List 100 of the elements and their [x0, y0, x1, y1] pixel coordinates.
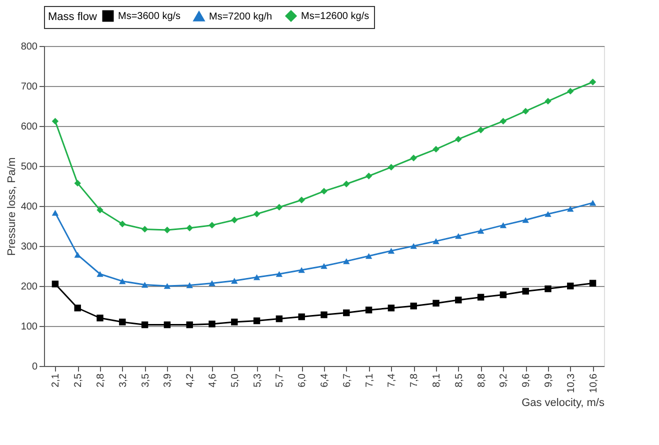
- point: [231, 278, 238, 284]
- point: [231, 318, 238, 326]
- x-tick-label: 5,7: [274, 373, 286, 388]
- point: [455, 233, 462, 239]
- point: [522, 288, 529, 295]
- point: [208, 222, 216, 229]
- point: [186, 224, 193, 232]
- point: [388, 164, 395, 171]
- point: [164, 321, 171, 328]
- point: [477, 294, 484, 301]
- point: [52, 118, 59, 125]
- point: [276, 204, 283, 211]
- point: [74, 180, 81, 187]
- point: [343, 258, 350, 264]
- y-tick-label: 700: [20, 82, 38, 92]
- point: [231, 216, 238, 224]
- x-tick-label: 7,4: [386, 373, 398, 388]
- y-tick-label: 800: [20, 42, 38, 52]
- point: [208, 280, 216, 286]
- point: [500, 291, 507, 298]
- point: [477, 126, 484, 134]
- y-tick-label: 0: [32, 362, 38, 372]
- point: [253, 317, 260, 324]
- x-tick-label: 9,9: [544, 373, 554, 388]
- point: [119, 278, 126, 284]
- point: [164, 283, 171, 289]
- x-tick-label: 7,1: [364, 373, 376, 388]
- point: [186, 321, 193, 328]
- point: [298, 267, 305, 273]
- point: [410, 243, 417, 249]
- point: [544, 211, 552, 217]
- x-tick-label: 3,2: [118, 373, 129, 388]
- point: [208, 320, 216, 328]
- point: [477, 228, 484, 234]
- point: [365, 253, 372, 259]
- point: [320, 188, 328, 195]
- y-tick-label: 600: [20, 122, 38, 132]
- x-tick-label: 8,5: [454, 373, 465, 388]
- point: [365, 172, 372, 180]
- x-tick-label: 4,2: [185, 373, 196, 388]
- point: [455, 136, 462, 143]
- point: [410, 154, 417, 162]
- x-tick-label: 2,1: [50, 373, 62, 388]
- y-tick-label: 200: [20, 282, 38, 292]
- x-tick-label: 7,8: [409, 373, 420, 388]
- point: [343, 180, 350, 188]
- point: [119, 220, 126, 228]
- point: [410, 302, 417, 310]
- point: [74, 252, 81, 258]
- point: [320, 311, 328, 318]
- point: [522, 108, 529, 115]
- point: [320, 263, 328, 269]
- point: [52, 280, 59, 288]
- point: [96, 314, 104, 322]
- point: [500, 222, 507, 228]
- point: [141, 282, 148, 288]
- x-tick-label: 3,9: [162, 373, 174, 388]
- point: [298, 313, 305, 320]
- point: [432, 238, 440, 244]
- legend-label: Ms=3600 kg/s: [118, 11, 181, 22]
- point: [567, 206, 574, 212]
- point: [432, 146, 440, 153]
- point: [276, 271, 283, 277]
- point: [500, 118, 507, 125]
- point: [544, 98, 552, 105]
- point: [522, 217, 529, 223]
- point: [432, 300, 440, 307]
- x-tick-label: 6,7: [342, 373, 353, 388]
- point: [589, 280, 596, 287]
- x-tick-label: 5,0: [230, 373, 241, 388]
- legend-label: Ms=12600 kg/s: [301, 11, 370, 22]
- x-tick-label: 9,6: [521, 373, 532, 388]
- point: [253, 274, 260, 280]
- point: [365, 306, 372, 314]
- x-tick-label: 6,0: [297, 373, 308, 388]
- legend-label: Ms=7200 kg/h: [209, 11, 272, 22]
- point: [164, 226, 171, 234]
- x-tick-label: 8,8: [476, 373, 488, 388]
- x-tick-label: 8,1: [432, 373, 442, 388]
- point: [186, 282, 193, 288]
- x-tick-label: 10,6: [588, 373, 600, 393]
- point: [567, 282, 574, 290]
- legend-title: Mass flow: [48, 11, 97, 23]
- point: [589, 78, 596, 86]
- point: [589, 200, 596, 206]
- x-tick-label: 10,3: [566, 373, 577, 393]
- x-tick-label: 9,2: [498, 373, 510, 388]
- point: [343, 309, 350, 316]
- x-tick-label: 3,5: [140, 373, 152, 388]
- point: [96, 271, 104, 277]
- x-tick-label: 4,6: [208, 373, 218, 388]
- point: [455, 296, 462, 304]
- point: [567, 88, 574, 95]
- point: [119, 318, 126, 326]
- point: [544, 285, 552, 292]
- point: [388, 304, 395, 312]
- y-tick-label: 500: [20, 162, 38, 172]
- y-tick-label: 300: [20, 242, 38, 252]
- point: [74, 304, 81, 312]
- point: [141, 226, 148, 233]
